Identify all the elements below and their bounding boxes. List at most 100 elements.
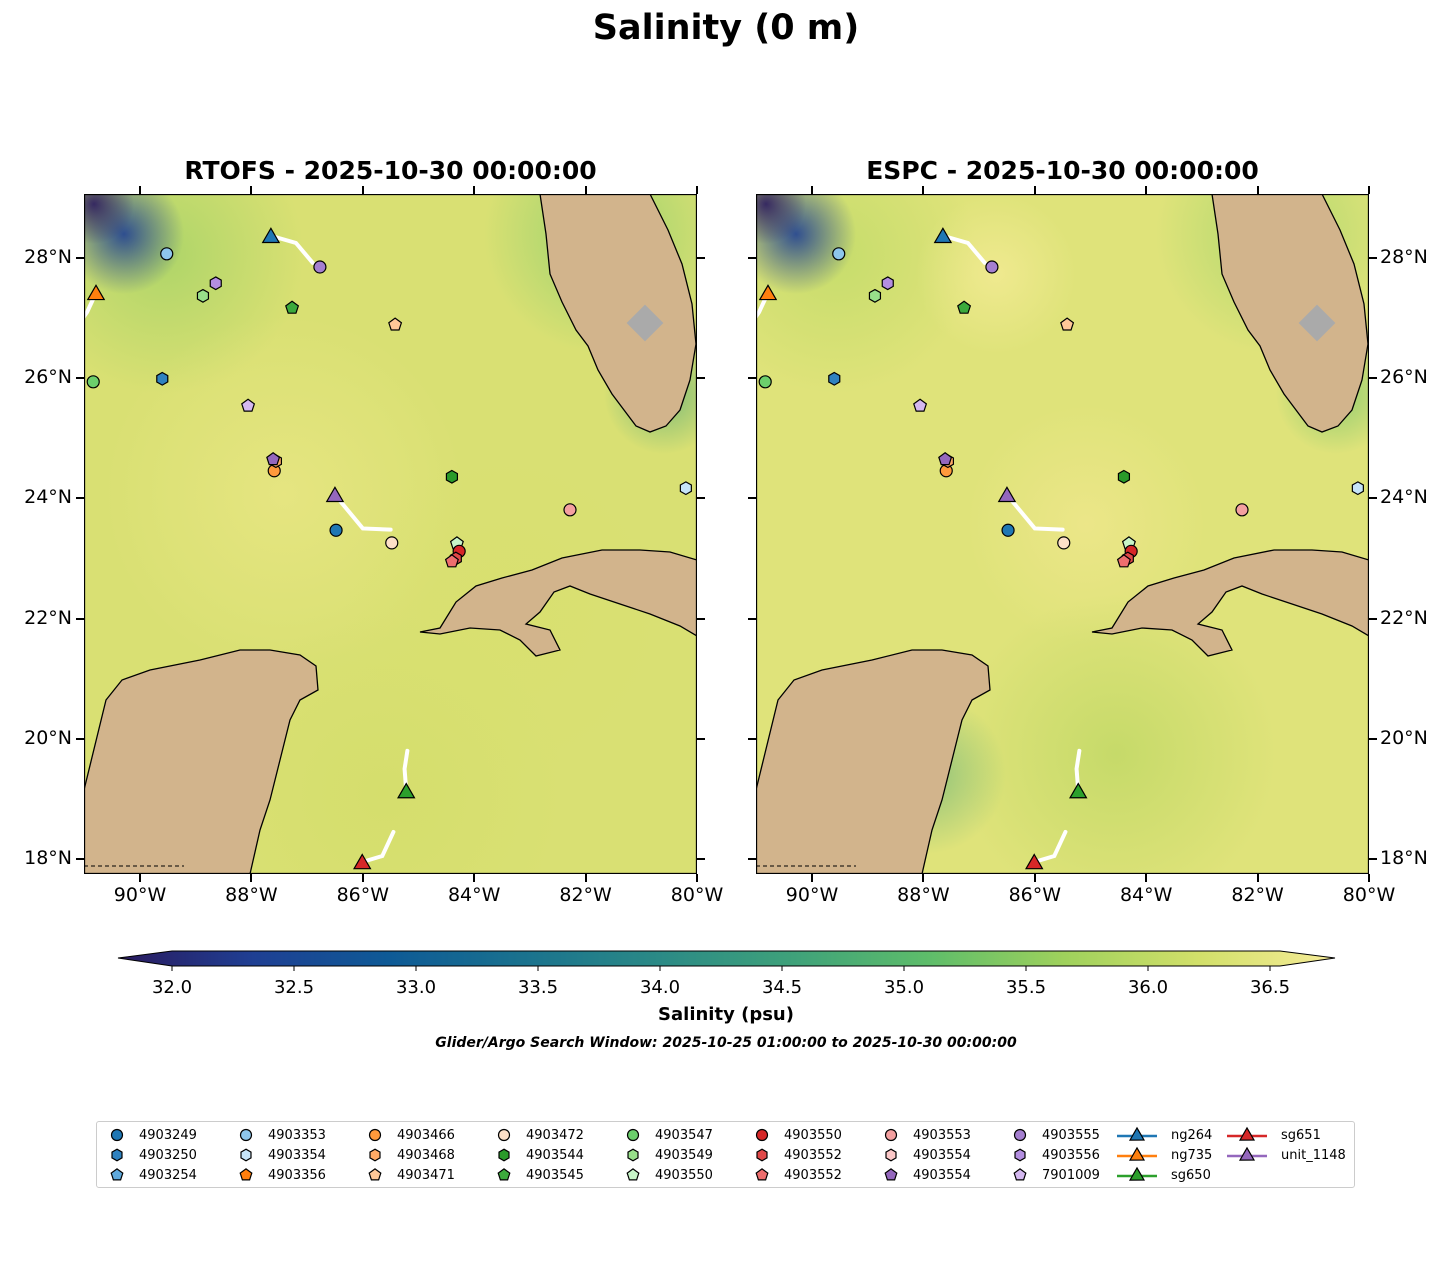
argo-float-marker — [832, 247, 846, 261]
glider-track — [1032, 829, 1068, 865]
y-tick-label: 26°N — [24, 366, 72, 389]
legend-marker — [1128, 1166, 1146, 1181]
legend-item: 4903553 — [883, 1126, 971, 1144]
legend-marker — [1238, 1146, 1256, 1161]
marker-circle-icon — [110, 1128, 124, 1142]
legend-item: 4903472 — [496, 1126, 584, 1144]
colorbar-tick-label: 34.0 — [640, 977, 680, 998]
argo-float-marker — [868, 288, 882, 303]
glider-triangle-icon — [1117, 1166, 1157, 1181]
legend-label: ng264 — [1171, 1127, 1213, 1143]
legend-marker — [1013, 1128, 1027, 1142]
legend: 4903249 4903250 4903254 4903353 4903354 49033… — [96, 1121, 1355, 1188]
legend-item: 4903254 — [109, 1166, 197, 1184]
y-tick-label: 20°N — [24, 726, 72, 749]
marker-circle-icon — [368, 1128, 382, 1142]
legend-label: 4903554 — [913, 1147, 971, 1163]
x-tick-label: 84°W — [1119, 884, 1173, 906]
colorbar-tick-label: 33.0 — [396, 977, 436, 998]
search-window-note: Glider/Argo Search Window: 2025-10-25 01… — [435, 1035, 1017, 1051]
argo-float-marker — [1235, 503, 1249, 517]
glider-marker — [86, 284, 106, 301]
colorbar-tick-label: 32.0 — [152, 977, 192, 998]
land-florida — [539, 194, 697, 433]
marker-hexagon-icon — [240, 1148, 252, 1162]
legend-item: sg650 — [1117, 1166, 1211, 1184]
argo-float-marker — [563, 503, 577, 517]
glider-marker — [758, 284, 778, 301]
legend-label: 4903254 — [139, 1167, 197, 1183]
legend-item: 4903552 — [754, 1166, 842, 1184]
legend-marker — [239, 1168, 253, 1181]
legend-label: 4903556 — [1042, 1147, 1100, 1163]
legend-marker — [1128, 1146, 1146, 1161]
espc-map — [756, 194, 1369, 874]
colorbar-tick-label: 35.5 — [1006, 977, 1046, 998]
legend-marker — [1013, 1168, 1027, 1181]
glider-marker — [353, 853, 372, 870]
marker-pentagon-icon — [1013, 1168, 1027, 1181]
legend-marker — [756, 1148, 768, 1162]
legend-label: 4903466 — [397, 1127, 455, 1143]
marker-circle-icon — [239, 1128, 253, 1142]
glider-marker — [1025, 853, 1044, 870]
x-tick-label: 86°W — [336, 884, 390, 906]
land-yucatan — [756, 649, 991, 874]
glider-triangle-icon — [1117, 1126, 1157, 1141]
panel-title-espc: ESPC - 2025-10-30 00:00:00 — [866, 156, 1259, 185]
legend-item: 4903466 — [367, 1126, 455, 1144]
argo-float-marker — [444, 554, 459, 568]
legend-item: 4903544 — [496, 1146, 584, 1164]
argo-float-marker — [1117, 469, 1131, 484]
marker-hexagon-icon — [756, 1148, 768, 1162]
argo-float-marker — [196, 288, 210, 303]
legend-marker — [498, 1148, 510, 1162]
x-tick-label: 80°W — [1342, 884, 1396, 906]
glider-track — [940, 233, 987, 265]
x-tick-label: 88°W — [897, 884, 950, 906]
legend-item: 4903549 — [625, 1146, 713, 1164]
legend-label: 4903545 — [526, 1167, 584, 1183]
legend-marker — [368, 1168, 382, 1181]
colorbar: 32.0 32.5 33.0 33.5 34.0 34.5 35.0 35.5 36.0 36.5 — [117, 950, 1336, 998]
marker-pentagon-icon — [239, 1168, 253, 1181]
marker-pentagon-icon — [755, 1168, 769, 1181]
legend-item: 4903550 — [754, 1126, 842, 1144]
glider-marker — [325, 486, 345, 503]
legend-item: ng735 — [1117, 1146, 1212, 1164]
colorbar-bar — [117, 950, 1336, 967]
marker-circle-icon — [626, 1128, 640, 1142]
y-tick-label: 24°N — [1380, 486, 1428, 509]
legend-marker — [1238, 1126, 1256, 1141]
y-tick-label: 20°N — [1380, 726, 1428, 749]
x-tick-label: 84°W — [447, 884, 501, 906]
panel-title-rtofs: RTOFS - 2025-10-30 00:00:00 — [184, 156, 597, 185]
legend-marker — [1128, 1126, 1146, 1141]
legend-marker — [368, 1128, 382, 1142]
marker-pentagon-icon — [884, 1168, 898, 1181]
glider-track — [332, 492, 393, 532]
colorbar-label: Salinity (psu) — [658, 1004, 794, 1025]
legend-marker — [110, 1128, 124, 1142]
legend-label: 4903549 — [655, 1147, 713, 1163]
argo-float-marker — [985, 260, 999, 274]
colorbar-tick-label: 34.5 — [762, 977, 802, 998]
glider-marker — [397, 782, 416, 799]
colorbar-tick-label: 36.0 — [1128, 977, 1168, 998]
land-cuba — [1091, 549, 1369, 657]
x-tick-label: 82°W — [1231, 884, 1284, 906]
legend-label: 4903356 — [268, 1167, 326, 1183]
legend-item: 4903554 — [883, 1166, 971, 1184]
figure-title: Salinity (0 m) — [592, 8, 860, 48]
argo-float-marker — [266, 451, 281, 466]
marker-circle-icon — [1013, 1128, 1027, 1142]
x-tick-label: 86°W — [1008, 884, 1062, 906]
colorbar-tick-label: 33.5 — [518, 977, 558, 998]
legend-item: 4903468 — [367, 1146, 455, 1164]
legend-item: 4903249 — [109, 1126, 197, 1144]
legend-marker — [110, 1168, 124, 1181]
legend-item: 4903471 — [367, 1166, 455, 1184]
glider-triangle-icon — [1227, 1146, 1267, 1161]
legend-item: 4903547 — [625, 1126, 713, 1144]
x-tick-label: 90°W — [113, 884, 167, 906]
